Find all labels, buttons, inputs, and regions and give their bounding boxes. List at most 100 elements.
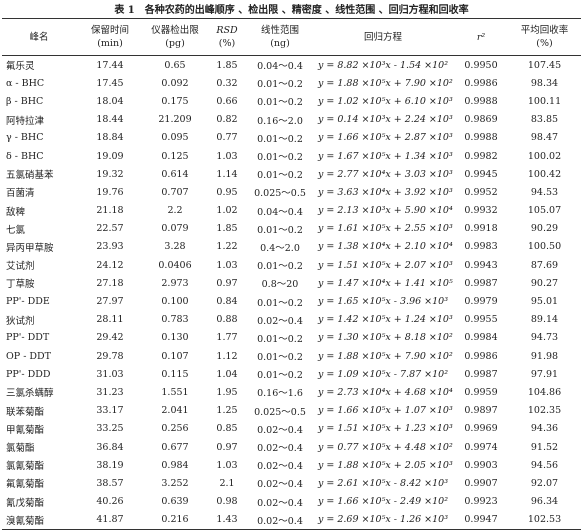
header-text: 平均回收率 <box>520 25 569 36</box>
table-cell: y = 1.47 ×10⁴x + 1.41 ×10⁵ <box>318 277 453 289</box>
table-cell: 百菌清 <box>6 188 35 200</box>
table-cell: 0.092 <box>161 77 189 89</box>
table-cell: 0.707 <box>161 186 189 198</box>
table-cell: 1.03 <box>216 259 238 271</box>
table-cell: 1.22 <box>216 241 238 253</box>
table-cell: 0.01～0.2 <box>257 79 303 91</box>
table-cell: 100.02 <box>527 150 562 162</box>
table-row: 溴氰菊酯 41.87 0.216 1.43 0.02～0.4 y = 2.69 ×10⁵x… <box>2 510 581 530</box>
table-cell: 氟乐灵 <box>6 61 35 73</box>
table-cell: 0.9982 <box>464 150 498 162</box>
header-cell: RSD (%) <box>206 18 248 56</box>
table-cell: 27.97 <box>96 296 124 308</box>
table-cell: 联苯菊酯 <box>6 406 45 418</box>
table-cell: 0.97 <box>216 277 238 289</box>
table-cell: 0.02～0.4 <box>257 315 303 327</box>
table-cell: 24.12 <box>96 259 124 271</box>
table-cell: 0.100 <box>161 296 189 308</box>
table-cell: 18.84 <box>96 132 124 144</box>
table-cell: y = 0.77 ×10⁵x + 4.48 ×10² <box>318 441 453 453</box>
table-cell: y = 1.09 ×10⁵x - 7.87 ×10² <box>318 368 449 380</box>
table-cell: y = 1.66 ×10⁵x - 2.49 ×10² <box>318 496 449 508</box>
table-cell: 氯氰菊酯 <box>6 461 45 473</box>
table-cell: 0.82 <box>216 114 238 126</box>
table-row: γ - BHC 18.84 0.095 0.77 0.01～0.2 y = 1.66 ×1… <box>2 129 581 147</box>
table-cell: 18.04 <box>96 95 124 107</box>
table-cell: 91.98 <box>530 350 559 362</box>
table-cell: 1.43 <box>206 510 248 530</box>
header-text: 峰名 <box>29 31 49 43</box>
table-cell: 0.216 <box>144 510 206 530</box>
table-row: β - BHC 18.04 0.175 0.66 0.01～0.2 y = 1.02 ×1… <box>2 92 581 110</box>
table-row: 狄试剂 28.11 0.783 0.88 0.02～0.4 y = 1.42 ×10⁵x … <box>2 311 581 329</box>
table-cell: 0.9984 <box>464 332 498 344</box>
table-cell: 0.025～0.5 <box>254 406 306 418</box>
table-cell: y = 1.88 ×10⁵x + 7.90 ×10² <box>318 77 453 89</box>
table-cell: 100.11 <box>527 95 562 107</box>
table-cell: 105.07 <box>527 205 562 217</box>
header-text: RSD <box>216 25 238 36</box>
table-cell: 83.85 <box>530 114 559 126</box>
table-cell: 90.29 <box>530 223 559 235</box>
table-cell: 21.209 <box>158 114 192 126</box>
table-row: δ - BHC 19.09 0.125 1.03 0.01～0.2 y = 1.67 ×1… <box>2 147 581 165</box>
table-cell: β - BHC <box>6 95 44 107</box>
table-row: 敌稗 21.18 2.2 1.02 0.04～0.4 y = 2.13 ×10³x + 5… <box>2 202 581 220</box>
table-cell: 0.16～1.6 <box>257 388 303 400</box>
table-cell: 87.69 <box>530 259 559 271</box>
table-cell: 0.02～0.4 <box>257 461 303 473</box>
table-cell: 0.98 <box>216 496 238 508</box>
table-cell: 2.1 <box>219 477 235 489</box>
table-cell: 0.095 <box>161 132 189 144</box>
table-cell: 22.57 <box>96 223 124 235</box>
table-cell: 0.9932 <box>464 205 498 217</box>
table-cell: 18.44 <box>96 114 124 126</box>
table-cell: 89.14 <box>530 314 559 326</box>
table-cell: 0.256 <box>161 423 189 435</box>
table-cell: 0.02～0.4 <box>257 424 303 436</box>
table-cell: y = 1.02 ×10⁵x + 6.10 ×10³ <box>318 95 453 107</box>
table-row: 联苯菊酯 33.17 2.041 1.25 0.025～0.5 y = 1.66 ×10⁵… <box>2 402 581 420</box>
table-row: 七氯 22.57 0.079 1.85 0.01～0.2 y = 1.61 ×10⁵x +… <box>2 220 581 238</box>
table-row: 五氯硝基苯 19.32 0.614 1.14 0.01～0.2 y = 2.77 ×10⁴… <box>2 165 581 183</box>
table-cell: 98.47 <box>530 132 559 144</box>
table-cell: 40.26 <box>96 496 124 508</box>
table-cell: 0.9974 <box>464 441 498 453</box>
table-cell: 36.84 <box>96 441 124 453</box>
table-cell: OP - DDT <box>6 350 51 362</box>
table-cell: 0.9952 <box>464 186 498 198</box>
table-cell: 94.36 <box>530 423 559 435</box>
table-cell: 0.01～0.2 <box>257 261 303 273</box>
table-cell: 0.8～20 <box>261 279 299 291</box>
table-cell: 100.50 <box>527 241 562 253</box>
table-cell: 0.9969 <box>464 423 498 435</box>
table-cell: 3.252 <box>161 477 189 489</box>
header-cell: 回归方程 <box>312 18 454 56</box>
table-title: 表 1 各种农药的出峰顺序 、检出限 、精密度 、线性范围 、回归方程和回收率 <box>114 5 469 16</box>
header-text: 回归方程 <box>363 31 402 43</box>
table-cell: 0.01～0.2 <box>257 352 303 364</box>
table-cell: 0.984 <box>161 459 189 471</box>
table-cell: y = 1.66 ×10⁵x + 1.07 ×10³ <box>318 405 453 417</box>
table-cell: 102.35 <box>527 405 562 417</box>
table-row: PP'- DDD 31.03 0.115 1.04 0.01～0.2 y = 1.09 ×… <box>2 365 581 383</box>
table-cell: 0.9986 <box>464 350 498 362</box>
table-cell: 92.07 <box>530 477 559 489</box>
table-cell: 0.783 <box>161 314 189 326</box>
table-cell: 107.45 <box>527 59 562 71</box>
table-cell: PP'- DDE <box>6 296 50 308</box>
table-cell: 0.9903 <box>464 459 498 471</box>
table-cell: y = 1.30 ×10⁵x + 8.18 ×10² <box>318 332 453 344</box>
table-cell: 氟氰菊酯 <box>6 479 45 491</box>
table-cell: 0.9869 <box>464 114 498 126</box>
table-row: 氯菊酯 36.84 0.677 0.97 0.02～0.4 y = 0.77 ×10⁵x … <box>2 438 581 456</box>
table-cell: 33.17 <box>96 405 124 417</box>
table-cell: 0.02～0.4 <box>257 497 303 509</box>
table-cell: 0.01～0.2 <box>257 170 303 182</box>
table-row: 阿特拉津 18.44 21.209 0.82 0.16～2.0 y = 0.14 ×10³… <box>2 111 581 129</box>
header-text: 保留时间 <box>90 25 129 36</box>
table-cell: 0.02～0.4 <box>257 479 303 491</box>
table-cell: y = 1.67 ×10⁵x + 1.34 ×10³ <box>318 150 453 162</box>
table-row: α - BHC 17.45 0.092 0.32 0.01～0.2 y = 1.88 ×1… <box>2 74 581 92</box>
table-cell: 21.18 <box>96 205 124 217</box>
